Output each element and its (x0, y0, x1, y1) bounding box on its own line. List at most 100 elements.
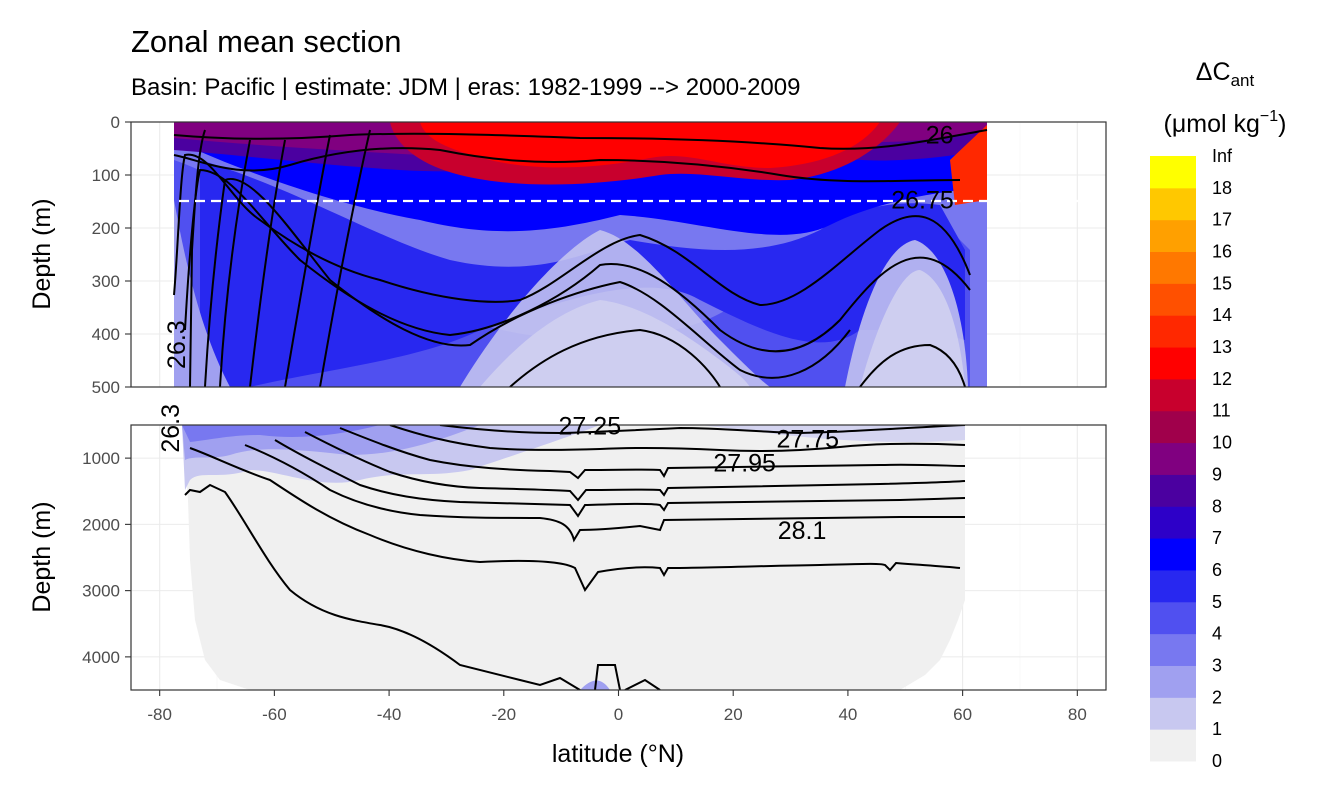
x-axis-label: latitude (°N) (552, 740, 684, 768)
x-tick-label: 60 (953, 705, 972, 724)
isopycnal-contour-19 (339, 427, 966, 480)
lower-panel-field (182, 425, 966, 690)
contour-label: 26.3 (163, 320, 191, 369)
isopycnal-contour-16 (244, 444, 965, 543)
field-band-upper-12 (420, 122, 880, 168)
colorbar-label: 8 (1212, 496, 1222, 516)
colorbar-label: 2 (1212, 687, 1222, 707)
field-band-upper-2 (174, 200, 230, 387)
x-tick-label: -40 (377, 705, 402, 724)
colorbar-label: 7 (1212, 528, 1222, 548)
isopycnal-contour-6 (173, 147, 961, 183)
x-tick-label: -20 (492, 705, 517, 724)
contour-label: 26.75 (891, 186, 954, 214)
legend-unit: (μmol kg−1) (1164, 108, 1287, 138)
isopycnal-contour-7 (173, 129, 988, 150)
legend-unit-base: (μmol kg (1164, 110, 1260, 138)
colorbar-swatch (1150, 315, 1196, 348)
y-tick-label: 3000 (82, 582, 120, 601)
colorbar-label: 1 (1212, 719, 1222, 739)
isopycnal-contours-upper (173, 129, 988, 387)
y-tick-label: 4000 (82, 648, 120, 667)
x-tick-label: -60 (262, 705, 287, 724)
y-tick-label: 500 (92, 378, 120, 397)
isopycnal-contour-5 (859, 343, 966, 387)
upper-panel-border (130, 121, 1107, 388)
contour-label: 26 (926, 121, 954, 149)
colorbar-label: 14 (1212, 305, 1232, 325)
colorbar-label: 4 (1212, 624, 1222, 644)
colorbar-label: 5 (1212, 592, 1222, 612)
colorbar-swatch (1150, 697, 1196, 730)
colorbar-label: 11 (1212, 401, 1231, 421)
colorbar-swatch (1150, 283, 1196, 316)
colorbar-label: 13 (1212, 337, 1232, 357)
isopycnal-contour-14 (594, 664, 661, 690)
isopycnal-contour-1 (173, 153, 971, 307)
y-tick-label: 2000 (82, 515, 120, 534)
y-tick-label: 0 (111, 113, 120, 132)
isopycnal-contour-10 (249, 139, 286, 387)
isopycnal-contour-15 (189, 447, 961, 592)
contour-label: 27.75 (776, 426, 839, 454)
colorbar-label: 9 (1212, 464, 1222, 484)
y-axis-label-lower: Depth (m) (28, 501, 56, 612)
x-tick-label: 80 (1068, 705, 1087, 724)
colorbar-swatch (1150, 378, 1196, 412)
legend-unit-exponent: −1 (1260, 108, 1278, 125)
colorbar-label: 17 (1212, 210, 1232, 230)
isopycnal-contours-lower (184, 425, 966, 690)
colorbar-swatch (1150, 633, 1196, 666)
y-axis-label-upper: Depth (m) (28, 198, 56, 309)
colorbar-label: Inf (1212, 146, 1233, 166)
isopycnal-contour-18 (304, 431, 966, 502)
legend-unit-close: ) (1278, 110, 1286, 138)
colorbar-swatch (1150, 219, 1196, 253)
legend-title-subscript: ant (1231, 71, 1255, 90)
isopycnal-contour-12 (319, 129, 371, 387)
isopycnal-contour-3 (204, 177, 851, 387)
x-tick-label: 20 (724, 705, 743, 724)
colorbar-label: 0 (1212, 751, 1222, 771)
legend-title: ΔCant (1196, 58, 1255, 90)
x-tick-label: 40 (838, 705, 857, 724)
upper-panel-field (173, 122, 988, 387)
chart-subtitle: Basin: Pacific | estimate: JDM | eras: 1… (131, 74, 801, 101)
colorbar-swatch (1150, 251, 1196, 284)
x-tick-label: -80 (147, 705, 172, 724)
y-tick-label: 400 (92, 325, 120, 344)
colorbar-swatch (1150, 569, 1196, 603)
isopycnal-contour-4 (509, 328, 721, 387)
field-band-upper-1b (845, 240, 968, 387)
colorbar-label: 12 (1212, 369, 1232, 389)
field-band-lower-3 (182, 425, 380, 442)
isopycnal-contour-17 (274, 439, 966, 518)
x-tick-label: 0 (614, 705, 623, 724)
contour-label: 27.95 (713, 449, 776, 477)
colorbar-swatch (1150, 506, 1196, 539)
y-axis-ticks-upper: 0 100 200 300 400 500 (92, 113, 131, 397)
colorbar-label: 18 (1212, 178, 1232, 198)
colorbar-swatch (1150, 729, 1196, 762)
y-axis-ticks-lower: 1000 2000 3000 4000 (82, 449, 131, 667)
legend-title-main: ΔC (1196, 58, 1231, 86)
colorbar-swatch (1150, 442, 1196, 475)
colorbar-swatch (1150, 410, 1196, 444)
isopycnal-contour-11 (284, 134, 331, 387)
colorbar-swatch (1150, 601, 1196, 635)
colorbar-label: 3 (1212, 655, 1222, 675)
y-tick-label: 1000 (82, 449, 120, 468)
y-tick-label: 200 (92, 219, 120, 238)
y-tick-label: 100 (92, 166, 120, 185)
colorbar-swatch (1150, 187, 1196, 221)
colorbar-label: 10 (1212, 433, 1232, 453)
colorbar-swatch (1150, 474, 1196, 507)
colorbar-swatch (1150, 347, 1196, 380)
y-tick-label: 300 (92, 272, 120, 291)
colorbar-swatch (1150, 156, 1196, 189)
isopycnal-contour-13 (184, 483, 581, 690)
isopycnal-contour-9 (219, 139, 251, 387)
